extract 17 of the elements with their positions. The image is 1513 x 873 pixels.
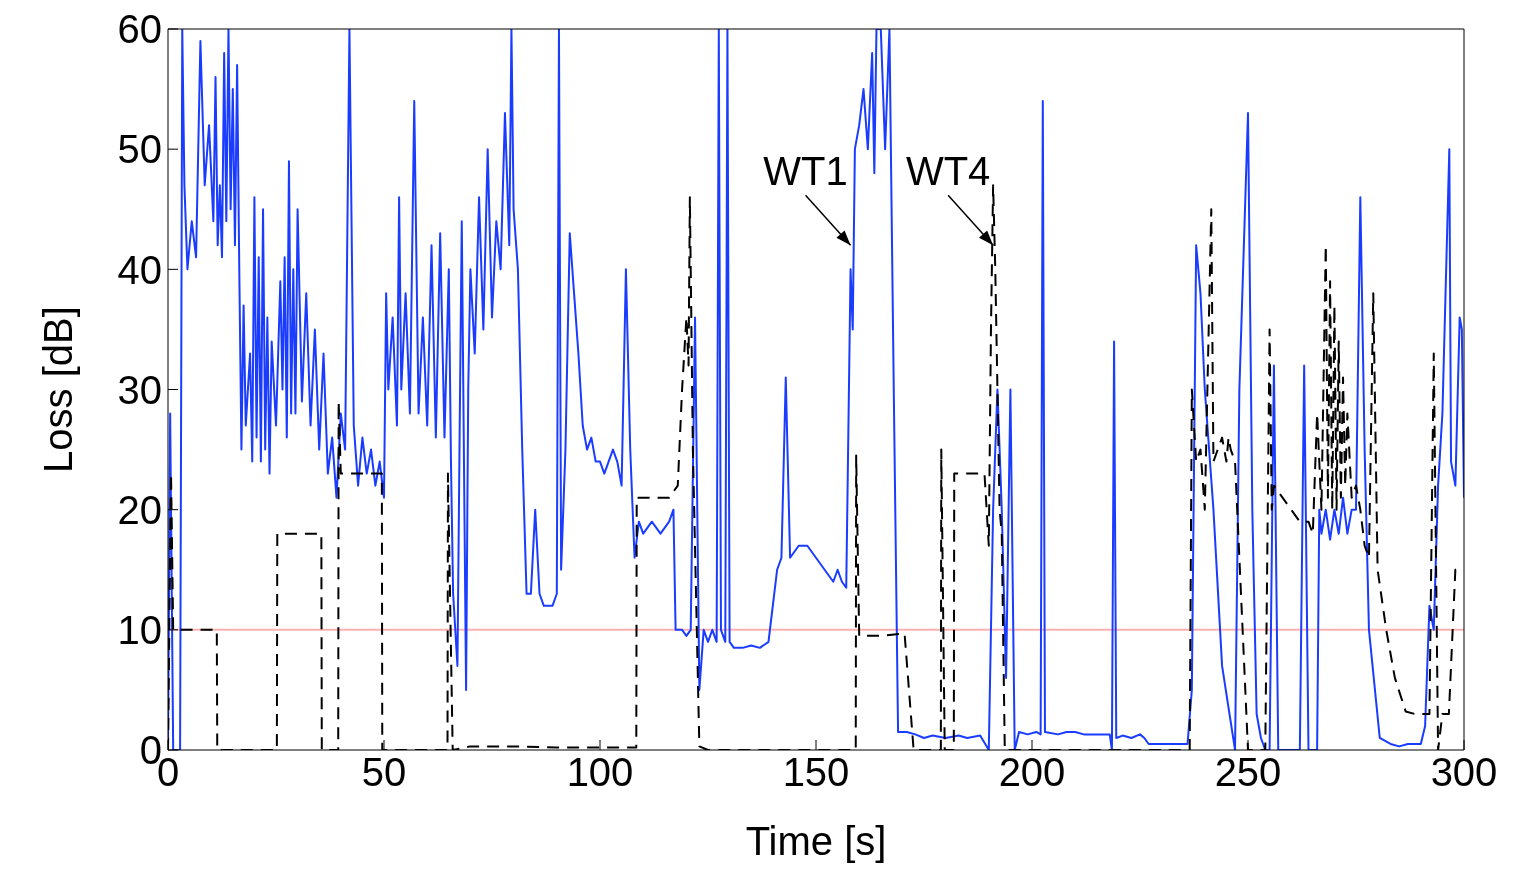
annotation: WT4 — [905, 149, 991, 194]
x-tick-label: 200 — [998, 750, 1066, 795]
x-tick-label: 250 — [1214, 750, 1282, 795]
x-tick-label: 150 — [782, 750, 850, 795]
x-axis-title: Time [s] — [745, 819, 887, 863]
y-tick-label: 30 — [117, 367, 162, 412]
x-tick-label: 100 — [566, 750, 634, 795]
y-tick-label: 40 — [117, 247, 162, 292]
line-series — [168, 29, 1464, 750]
x-tick-label: 300 — [1430, 750, 1498, 795]
y-tick-label: 20 — [117, 487, 162, 532]
x-tick-label: 50 — [361, 750, 407, 795]
annotation: WT1 — [763, 149, 848, 194]
y-tick-label: 50 — [117, 127, 162, 172]
y-tick-label: 10 — [117, 608, 162, 653]
y-tick-label: 60 — [117, 7, 162, 52]
y-axis-title: Loss [dB] — [36, 306, 81, 473]
